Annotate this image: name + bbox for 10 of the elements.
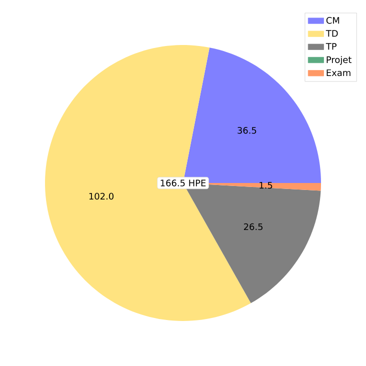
data-label: 36.5	[238, 126, 256, 134]
data-label: 26.5	[244, 223, 262, 230]
data-label: 1.5	[260, 182, 272, 189]
legend-label: TD	[326, 30, 338, 37]
legend-label: Projet	[326, 56, 352, 65]
legend-label: TP	[326, 43, 337, 50]
legend-label: CM	[326, 16, 340, 24]
text: 166.5 HPE	[160, 180, 206, 186]
data-label: 102.0	[89, 192, 114, 200]
legend-label: Exam	[326, 69, 350, 76]
